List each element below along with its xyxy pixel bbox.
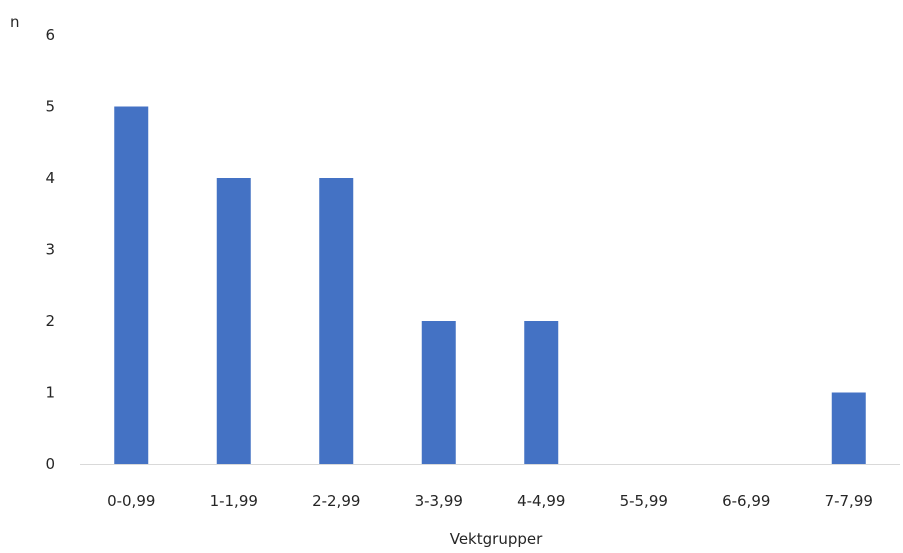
y-axis-ticks: 0 1 2 3 4 5 6 bbox=[45, 26, 55, 473]
y-tick-label: 0 bbox=[45, 455, 55, 473]
x-axis-ticks: 0-0,99 1-1,99 2-2,99 3-3,99 4-4,99 5-5,99 6-6,… bbox=[107, 492, 873, 510]
bar bbox=[831, 392, 866, 464]
x-tick-label: 4-4,99 bbox=[517, 492, 565, 510]
x-tick-label: 5-5,99 bbox=[620, 492, 668, 510]
bar bbox=[114, 106, 149, 464]
x-tick-label: 0-0,99 bbox=[107, 492, 155, 510]
y-tick-label: 3 bbox=[45, 241, 55, 259]
x-tick-label: 6-6,99 bbox=[722, 492, 770, 510]
x-tick-label: 3-3,99 bbox=[415, 492, 463, 510]
y-tick-label: 1 bbox=[45, 384, 55, 402]
bars bbox=[114, 106, 866, 464]
y-tick-label: 6 bbox=[45, 26, 55, 44]
y-tick-label: 4 bbox=[45, 169, 55, 187]
y-axis-title: n bbox=[10, 13, 20, 31]
y-tick-label: 5 bbox=[45, 98, 55, 116]
x-tick-label: 2-2,99 bbox=[312, 492, 360, 510]
bar bbox=[421, 321, 456, 464]
x-tick-label: 7-7,99 bbox=[825, 492, 873, 510]
bar bbox=[524, 321, 559, 464]
bar bbox=[216, 178, 251, 464]
x-axis-title: Vektgrupper bbox=[450, 530, 543, 548]
x-tick-label: 1-1,99 bbox=[210, 492, 258, 510]
bar bbox=[319, 178, 354, 464]
y-tick-label: 2 bbox=[45, 312, 55, 330]
